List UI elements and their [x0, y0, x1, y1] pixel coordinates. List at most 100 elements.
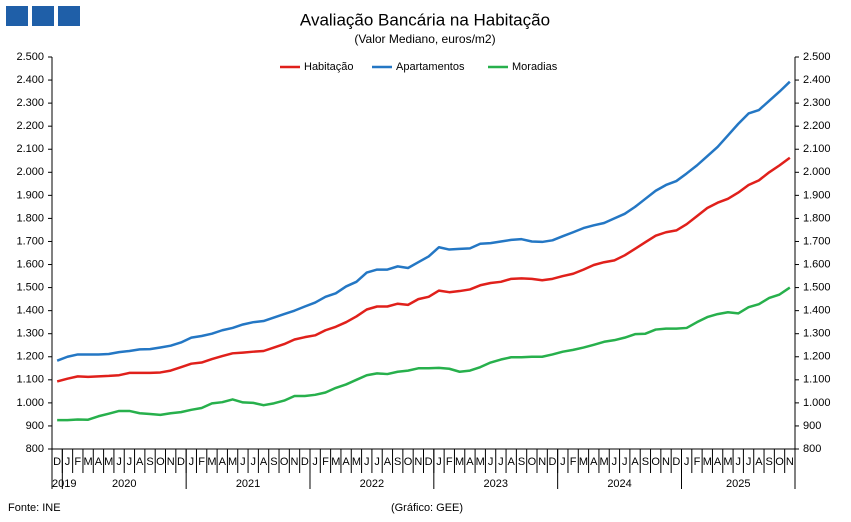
y-tick-label: 1.100 [16, 374, 44, 386]
y2-tick-label: 2.400 [803, 74, 831, 86]
y-tick-label: 2.300 [16, 97, 44, 109]
x-tick-label: A [508, 456, 516, 468]
x-tick-label: F [322, 456, 329, 468]
x-tick-label: D [301, 456, 309, 468]
legend-label: Habitação [304, 61, 354, 73]
y2-tick-label: 2.000 [803, 166, 831, 178]
x-tick-label: J [240, 456, 246, 468]
x-tick-label: S [642, 456, 649, 468]
x-tick-label: J [498, 456, 504, 468]
y-tick-label: 1.500 [16, 281, 44, 293]
x-tick-label: J [364, 456, 370, 468]
x-tick-label: S [518, 456, 525, 468]
x-tick-label: A [590, 456, 598, 468]
x-tick-label: A [466, 456, 474, 468]
x-tick-label: S [766, 456, 773, 468]
x-tick-label: A [755, 456, 763, 468]
y2-tick-label: 2.200 [803, 120, 831, 132]
x-tick-label: J [312, 456, 318, 468]
x-tick-label: N [662, 456, 670, 468]
chart-subtitle: (Valor Mediano, euros/m2) [354, 32, 495, 46]
x-tick-label: A [136, 456, 144, 468]
x-tick-label: S [146, 456, 153, 468]
x-tick-label: F [694, 456, 701, 468]
x-tick-label: A [219, 456, 227, 468]
year-label: 2019 [52, 478, 76, 490]
year-label: 2020 [112, 478, 136, 490]
x-tick-label: A [95, 456, 103, 468]
y2-tick-label: 2.100 [803, 143, 831, 155]
y-tick-label: 800 [26, 443, 44, 455]
x-tick-label: N [414, 456, 422, 468]
y2-tick-label: 2.300 [803, 97, 831, 109]
x-tick-label: S [270, 456, 277, 468]
x-tick-label: M [228, 456, 237, 468]
x-tick-label: J [612, 456, 618, 468]
x-tick-label: A [260, 456, 268, 468]
x-tick-label: O [775, 456, 784, 468]
x-tick-label: J [488, 456, 494, 468]
y2-tick-label: 1.300 [803, 328, 831, 340]
y2-tick-label: 1.100 [803, 374, 831, 386]
y2-tick-label: 1.900 [803, 189, 831, 201]
x-tick-label: M [207, 456, 216, 468]
x-tick-label: J [189, 456, 195, 468]
x-tick-label: M [84, 456, 93, 468]
y-tick-label: 1.400 [16, 305, 44, 317]
x-tick-label: M [600, 456, 609, 468]
y-tick-label: 1.800 [16, 212, 44, 224]
y2-tick-label: 1.000 [803, 397, 831, 409]
y-tick-label: 1.700 [16, 235, 44, 247]
x-tick-label: J [560, 456, 566, 468]
y-tick-label: 1.000 [16, 397, 44, 409]
x-tick-label: O [404, 456, 413, 468]
x-tick-label: D [672, 456, 680, 468]
x-tick-label: M [723, 456, 732, 468]
x-tick-label: M [331, 456, 340, 468]
x-tick-label: J [735, 456, 741, 468]
x-tick-label: M [352, 456, 361, 468]
chart-title: Avaliação Bancária na Habitação [300, 10, 550, 29]
x-tick-label: J [436, 456, 442, 468]
x-tick-label: D [549, 456, 557, 468]
logo-block [58, 6, 80, 26]
y-tick-label: 2.000 [16, 166, 44, 178]
year-label: 2024 [607, 478, 631, 490]
credit: (Gráfico: GEE) [391, 502, 463, 514]
x-tick-label: N [167, 456, 175, 468]
y2-tick-label: 1.800 [803, 212, 831, 224]
x-tick-label: O [156, 456, 165, 468]
year-label: 2022 [360, 478, 384, 490]
x-tick-label: A [342, 456, 350, 468]
x-tick-label: J [374, 456, 380, 468]
year-label: 2025 [726, 478, 750, 490]
y-tick-label: 2.200 [16, 120, 44, 132]
logo-block [6, 6, 28, 26]
y-tick-label: 2.100 [16, 143, 44, 155]
y2-tick-label: 2.500 [803, 51, 831, 63]
x-tick-label: J [127, 456, 133, 468]
x-tick-label: A [384, 456, 392, 468]
x-tick-label: M [476, 456, 485, 468]
y2-tick-label: 1.500 [803, 281, 831, 293]
y-tick-label: 1.300 [16, 328, 44, 340]
x-tick-label: F [74, 456, 81, 468]
x-tick-label: D [177, 456, 185, 468]
year-label: 2023 [483, 478, 507, 490]
x-tick-label: J [116, 456, 122, 468]
x-tick-label: J [746, 456, 752, 468]
x-tick-label: F [446, 456, 453, 468]
series-line [56, 156, 791, 383]
y2-tick-label: 900 [803, 420, 821, 432]
y2-tick-label: 800 [803, 443, 821, 455]
x-tick-label: M [455, 456, 464, 468]
x-tick-label: M [579, 456, 588, 468]
y2-tick-label: 1.700 [803, 235, 831, 247]
y-tick-label: 1.600 [16, 258, 44, 270]
x-tick-label: M [104, 456, 113, 468]
series-line [57, 286, 791, 422]
series-line [56, 80, 791, 362]
y2-tick-label: 1.600 [803, 258, 831, 270]
y2-tick-label: 1.400 [803, 305, 831, 317]
